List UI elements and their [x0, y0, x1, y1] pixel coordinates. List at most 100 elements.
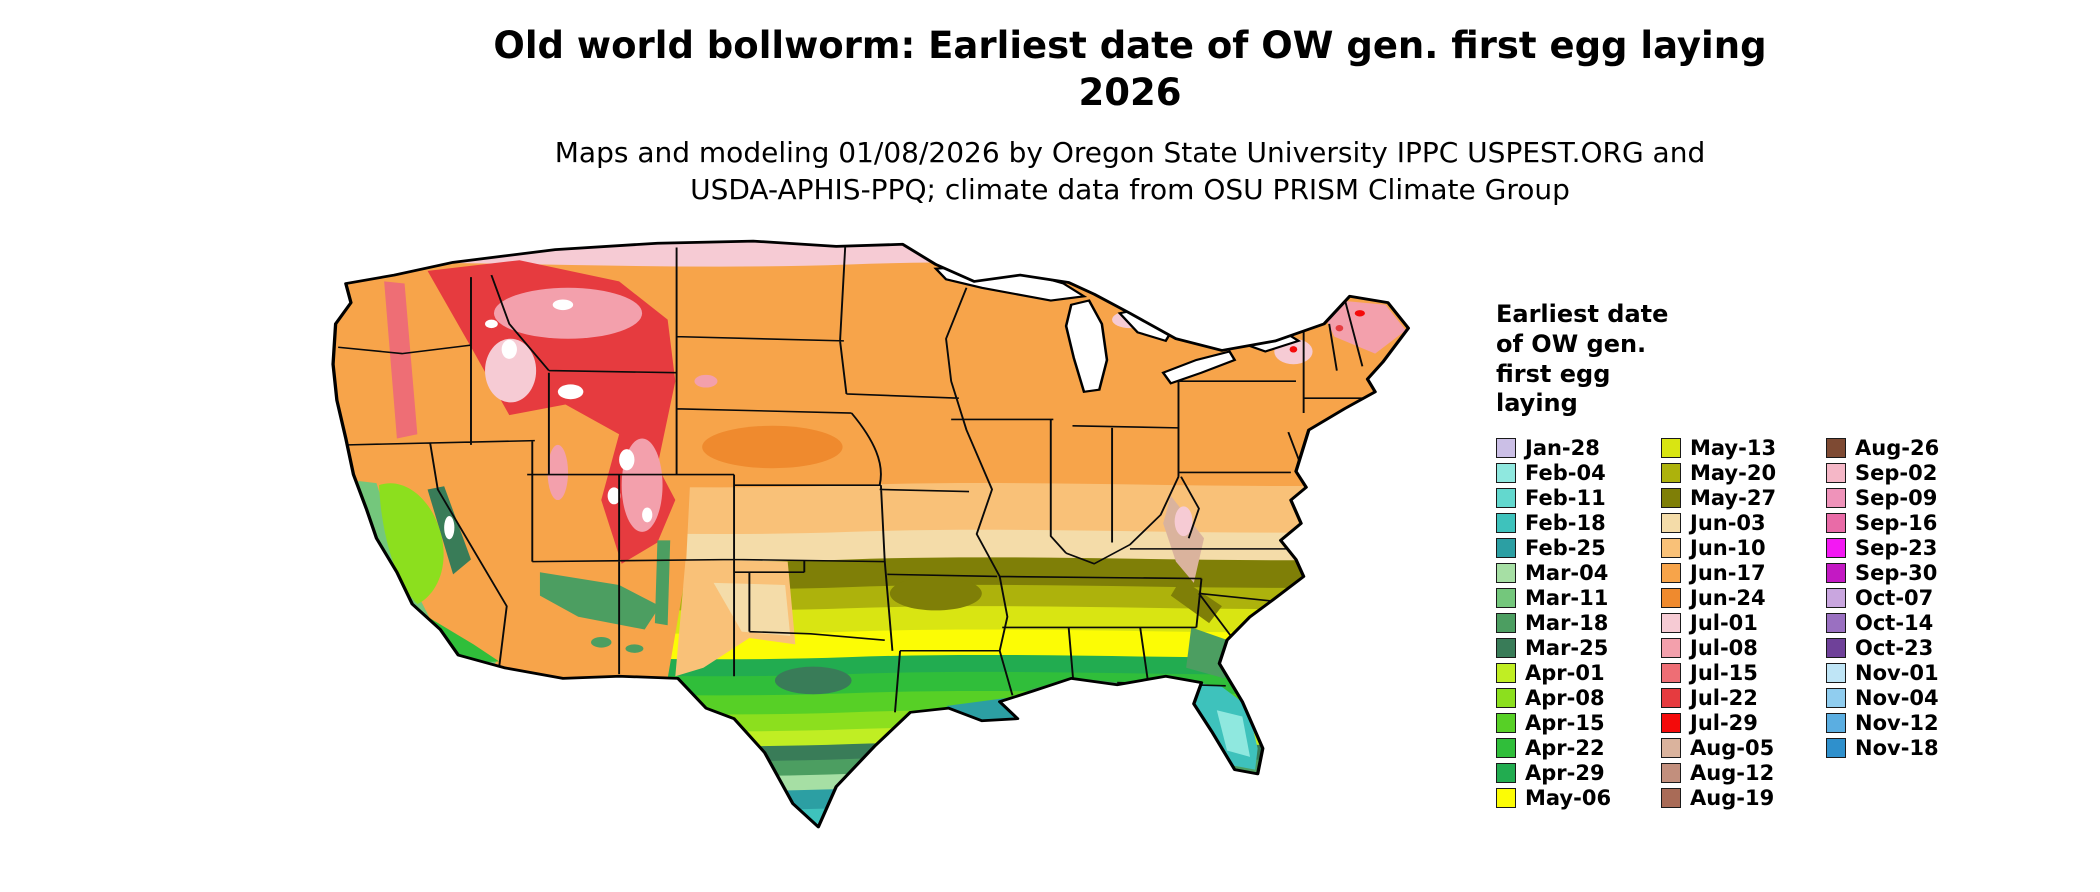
- legend-label: Mar-25: [1525, 635, 1609, 660]
- legend-item: Jul-22: [1661, 685, 1826, 710]
- legend-swatch: [1496, 662, 1516, 683]
- legend-swatch: [1826, 537, 1846, 558]
- lake-michigan: [1064, 299, 1109, 394]
- region-appalachia-olive: [1170, 578, 1222, 624]
- map-header: Old world bollworm: Earliest date of OW …: [330, 22, 1930, 209]
- legend-label: Oct-23: [1855, 635, 1934, 660]
- region-maine-red-dot: [1354, 310, 1365, 317]
- legend-item: Jun-03: [1661, 510, 1826, 535]
- legend-label: Nov-18: [1855, 735, 1939, 760]
- legend-swatch: [1496, 637, 1516, 658]
- legend-swatch: [1661, 687, 1681, 708]
- legend-swatch: [1496, 487, 1516, 508]
- legend-swatch: [1826, 437, 1846, 458]
- region-florida-center: [1216, 710, 1251, 757]
- us-choropleth-map: [236, 222, 1462, 880]
- map-legend: Earliest date of OW gen. first egg layin…: [1496, 300, 2036, 810]
- region-tx-hillcountry: [774, 666, 852, 695]
- legend-label: Sep-23: [1855, 535, 1938, 560]
- legend-swatch: [1496, 562, 1516, 583]
- legend-item: Mar-11: [1496, 585, 1661, 610]
- legend-label: Feb-04: [1525, 460, 1606, 485]
- legend-title-line3: first egg: [1496, 359, 1611, 388]
- legend-item: Apr-29: [1496, 760, 1661, 785]
- us-map-svg: [236, 239, 1462, 880]
- state-borders: [338, 247, 1373, 713]
- legend-label: Sep-09: [1855, 485, 1938, 510]
- legend-label: Sep-16: [1855, 510, 1938, 535]
- legend-label: Mar-18: [1525, 610, 1609, 635]
- page-title-line1: Old world bollworm: Earliest date of OW …: [493, 24, 1767, 67]
- region-blackhills-pink: [694, 374, 718, 388]
- legend-label: Feb-18: [1525, 510, 1606, 535]
- legend-item: Nov-12: [1826, 710, 1991, 735]
- legend-label: Jun-17: [1690, 560, 1766, 585]
- band-Feb-25: [333, 785, 1409, 816]
- legend-item: Feb-11: [1496, 485, 1661, 510]
- legend-item: Feb-25: [1496, 535, 1661, 560]
- legend-label: Jun-03: [1690, 510, 1766, 535]
- legend-label: Aug-26: [1855, 435, 1940, 460]
- legend-swatch: [1496, 512, 1516, 533]
- legend-swatch: [1496, 737, 1516, 758]
- legend-item: Oct-07: [1826, 585, 1991, 610]
- legend-item: Aug-12: [1661, 760, 1826, 785]
- legend-swatch: [1661, 462, 1681, 483]
- legend-swatch: [1661, 562, 1681, 583]
- legend-item: Feb-18: [1496, 510, 1661, 535]
- legend-label: Mar-11: [1525, 585, 1609, 610]
- legend-swatch: [1496, 787, 1516, 808]
- band-Feb-11: [333, 819, 1409, 827]
- legend-swatch: [1661, 637, 1681, 658]
- region-west-plateau: [333, 471, 691, 679]
- legend-column-3: Aug-26 Sep-02 Sep-09 Sep-16 Sep-23 Sep-30 Oct-…: [1826, 435, 1991, 810]
- region-appalachia-tan: [1163, 495, 1205, 583]
- legend-item: May-13: [1661, 435, 1826, 460]
- legend-column-1: Jan-28 Feb-04 Feb-11 Feb-18 Feb-25 Mar-04 Mar-…: [1496, 435, 1661, 810]
- legend-item: May-27: [1661, 485, 1826, 510]
- map-subtitle: Maps and modeling 01/08/2026 by Oregon S…: [330, 135, 1930, 209]
- legend-label: Aug-19: [1690, 785, 1775, 810]
- legend-swatch: [1826, 512, 1846, 533]
- legend-item: Mar-04: [1496, 560, 1661, 585]
- lake-erie: [1161, 350, 1237, 385]
- legend-swatch: [1826, 662, 1846, 683]
- band-Mar-18: [333, 755, 1409, 782]
- legend-swatch: [1661, 512, 1681, 533]
- legend-item: Apr-08: [1496, 685, 1661, 710]
- legend-item: Jul-15: [1661, 660, 1826, 685]
- us-outline: [331, 239, 1411, 829]
- legend-label: Oct-14: [1855, 610, 1934, 635]
- subtitle-line2: USDA-APHIS-PPQ; climate data from OSU PR…: [690, 172, 1570, 206]
- legend-item: Aug-05: [1661, 735, 1826, 760]
- legend-swatch: [1826, 462, 1846, 483]
- legend-label: Jul-08: [1690, 635, 1758, 660]
- legend-label: Mar-04: [1525, 560, 1609, 585]
- legend-item: Aug-26: [1826, 435, 1991, 460]
- legend-swatch: [1826, 562, 1846, 583]
- band-Feb-04: [236, 839, 1462, 880]
- region-idaho-pink: [485, 338, 537, 403]
- legend-swatch: [1496, 587, 1516, 608]
- legend-swatch: [1661, 487, 1681, 508]
- legend-item: May-20: [1661, 460, 1826, 485]
- legend-label: Apr-29: [1525, 760, 1605, 785]
- legend-swatch: [1826, 687, 1846, 708]
- legend-label: Jan-28: [1525, 435, 1600, 460]
- legend-swatch: [1661, 587, 1681, 608]
- legend-label: Sep-30: [1855, 560, 1938, 585]
- legend-label: Jul-15: [1690, 660, 1758, 685]
- legend-label: Aug-12: [1690, 760, 1775, 785]
- legend-swatch: [1826, 712, 1846, 733]
- region-az-skyisland-1: [591, 636, 612, 648]
- region-cascades-red: [384, 281, 418, 439]
- legend-item: Mar-25: [1496, 635, 1661, 660]
- legend-swatch: [1496, 762, 1516, 783]
- snow-patches: [444, 299, 653, 540]
- legend-item: Feb-04: [1496, 460, 1661, 485]
- legend-label: Nov-12: [1855, 710, 1939, 735]
- legend-label: Apr-22: [1525, 735, 1605, 760]
- legend-swatch: [1496, 712, 1516, 733]
- legend-swatch: [1661, 662, 1681, 683]
- region-maine-pink: [1316, 298, 1406, 354]
